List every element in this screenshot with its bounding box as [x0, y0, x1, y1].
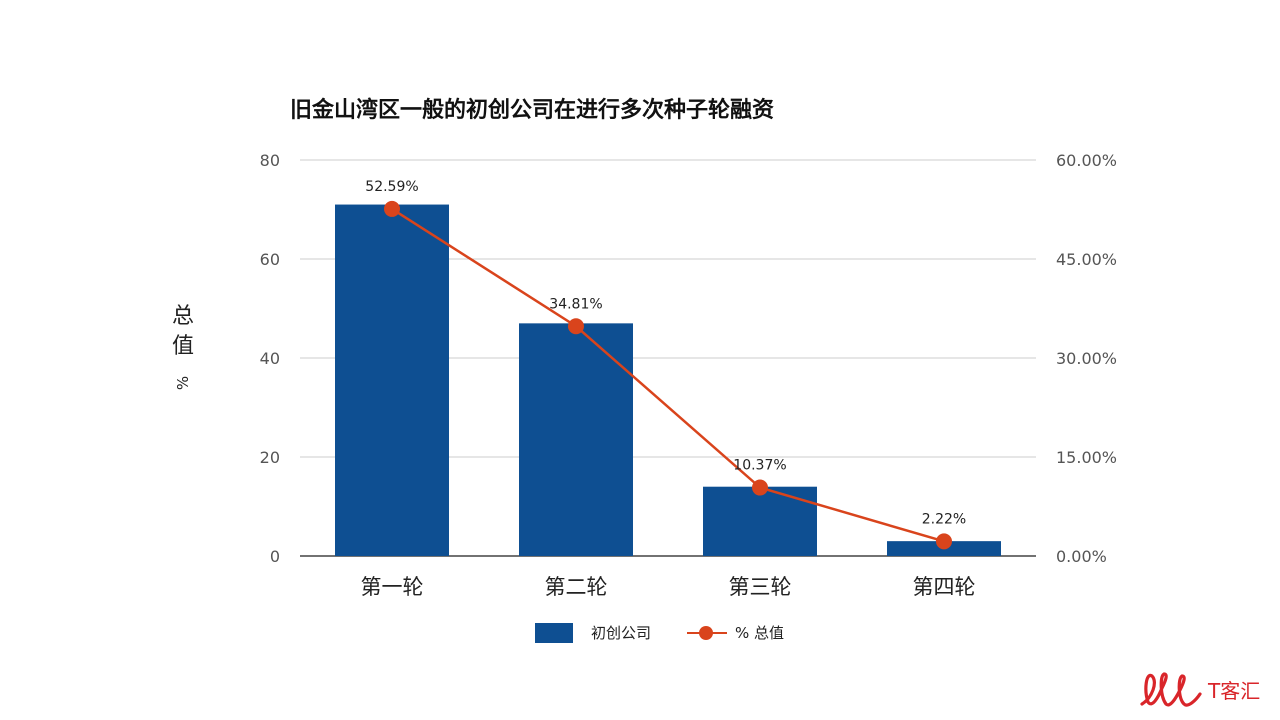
series-line [391, 207, 945, 543]
legend-line-label: % 总值 [735, 624, 785, 642]
y-tick-label: 40 [260, 349, 280, 368]
y2-tick-label: 60.00% [1056, 151, 1117, 170]
y-tick-label: 80 [260, 151, 280, 170]
legend-bar-label: 初创公司 [591, 624, 652, 642]
x-tick-label: 第二轮 [545, 575, 608, 599]
y-axis-label-unit: % [174, 375, 192, 391]
y-tick-label: 0 [270, 547, 280, 566]
x-tick-label: 第一轮 [361, 575, 424, 599]
brand-logo: T客汇 [1138, 668, 1268, 716]
legend-line-swatch [687, 623, 728, 643]
data-label: 34.81% [549, 296, 602, 312]
logo-text: T客汇 [1207, 679, 1260, 703]
y2-tick-label: 0.00% [1056, 547, 1107, 566]
y-axis-label: 总值 % [168, 302, 198, 398]
y-tick-label: 20 [260, 448, 280, 467]
y-tick-label: 60 [260, 250, 280, 269]
bar [519, 323, 633, 556]
data-label: 52.59% [365, 179, 418, 195]
y2-tick-label: 30.00% [1056, 349, 1117, 368]
legend: 初创公司 % 总值 [535, 622, 784, 643]
data-label: 2.22% [922, 511, 966, 527]
bar [335, 204, 449, 557]
chart-title: 旧金山湾区一般的初创公司在进行多次种子轮融资 [290, 98, 775, 123]
bar [703, 486, 817, 556]
y-axis-label-text: 总值 [171, 304, 194, 359]
line-point [384, 200, 400, 217]
x-tick-label: 第三轮 [729, 575, 792, 599]
data-label: 10.37% [733, 458, 786, 474]
y2-tick-label: 15.00% [1056, 448, 1117, 467]
line-point [568, 318, 584, 335]
x-tick-label: 第四轮 [913, 575, 976, 599]
line-point [936, 533, 952, 550]
line-point [752, 479, 768, 496]
legend-bar-swatch [535, 622, 573, 643]
y2-tick-label: 45.00% [1056, 250, 1117, 269]
